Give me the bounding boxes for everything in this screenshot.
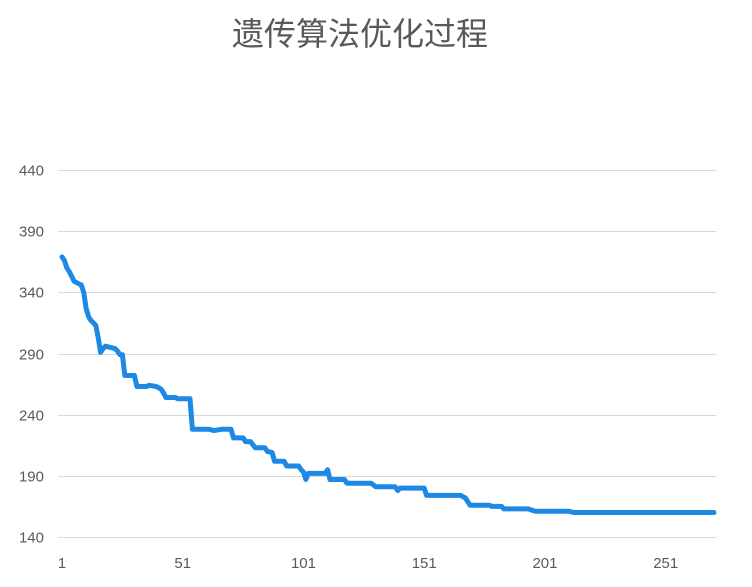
gridlines bbox=[58, 170, 716, 538]
y-tick-label: 190 bbox=[19, 469, 44, 486]
y-tick-label: 290 bbox=[19, 347, 44, 364]
x-tick-label: 101 bbox=[291, 555, 316, 572]
y-tick-label: 440 bbox=[19, 163, 44, 180]
y-tick-label: 240 bbox=[19, 408, 44, 425]
x-tick-label: 1 bbox=[58, 555, 66, 572]
x-axis-tick-labels: 1 51 101 151 201 251 bbox=[58, 555, 678, 572]
y-axis-tick-labels: 140 190 240 290 340 390 440 bbox=[19, 163, 44, 547]
y-tick-label: 340 bbox=[19, 285, 44, 302]
y-tick-label: 390 bbox=[19, 224, 44, 241]
chart-title: 遗传算法优化过程 bbox=[232, 15, 488, 53]
y-tick-label: 140 bbox=[19, 530, 44, 547]
x-tick-label: 51 bbox=[174, 555, 191, 572]
x-tick-label: 151 bbox=[412, 555, 437, 572]
x-tick-label: 201 bbox=[532, 555, 557, 572]
series-line bbox=[59, 254, 717, 515]
series-layer bbox=[59, 254, 717, 515]
x-tick-label: 251 bbox=[653, 555, 678, 572]
